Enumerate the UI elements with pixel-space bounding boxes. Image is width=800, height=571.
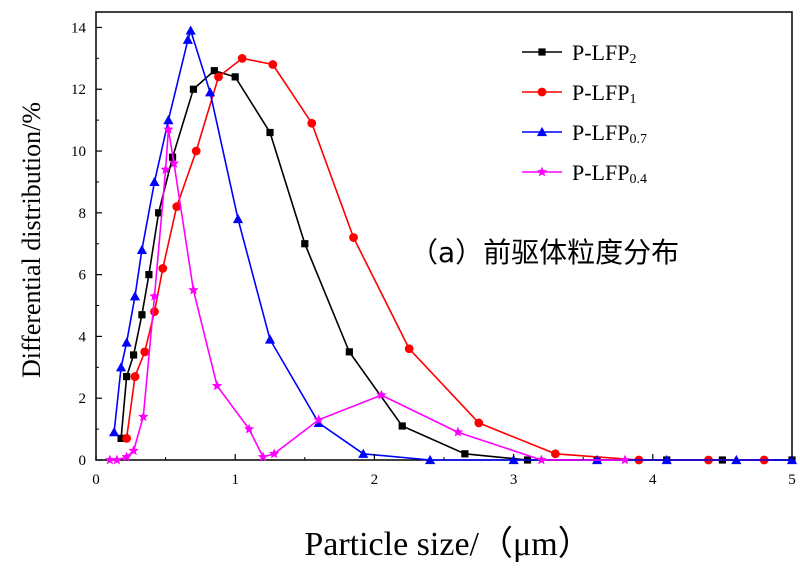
data-point [264,334,276,344]
data-point [149,290,160,301]
y-tick-label: 0 [79,453,87,469]
data-point [129,351,138,359]
data-point [731,454,742,465]
y-tick-label: 8 [79,206,87,222]
data-point [404,344,414,354]
legend-marker [536,166,548,177]
y-tick-label: 6 [79,268,87,284]
data-point [268,60,278,69]
x-tick-label: 5 [788,472,796,488]
data-point [121,337,132,347]
legend-label: P-LFP1 [572,80,636,107]
data-point [231,73,239,81]
legend-marker [536,126,548,137]
data-point [232,213,244,224]
data-point [345,348,353,356]
data-point [123,372,131,381]
data-point [550,449,560,459]
data-point [619,454,631,465]
legend: P-LFP2 P-LFP1 P-LFP0.7 P-LFP0.4 [522,40,647,187]
data-point [461,450,469,458]
data-point [130,372,140,381]
data-point [269,448,280,459]
data-point [158,264,168,273]
data-point [376,389,387,400]
data-point [214,72,223,82]
data-point [160,164,171,174]
data-point [188,284,199,295]
data-point [313,414,324,425]
data-point [121,451,132,462]
legend-label: P-LFP0.4 [572,160,647,187]
y-tick-label: 4 [79,329,87,345]
legend-marker [537,87,547,97]
x-tick-label: 3 [510,472,518,488]
data-point [155,209,163,217]
data-point [129,291,141,301]
data-point [122,433,132,443]
data-point [163,115,174,125]
series-p-lfp0-4 [104,124,631,465]
data-point [115,362,127,372]
x-tick-label: 4 [649,472,657,488]
x-tick-label: 1 [231,472,239,488]
y-tick-label: 2 [79,391,87,407]
data-point [168,157,180,168]
data-point [237,53,247,63]
x-tick-label: 2 [371,472,379,488]
data-point [257,451,269,462]
data-point [140,347,150,357]
data-point [349,233,358,242]
data-point [138,411,149,422]
data-point [111,454,123,465]
data-point [307,118,317,128]
data-point [163,124,174,134]
data-point [104,454,116,465]
x-axis-label: Particle size/（μm） [304,525,591,563]
data-point [210,67,218,75]
data-point [266,128,274,137]
data-point [358,448,369,458]
y-tick-label: 10 [71,144,86,160]
y-tick-label: 12 [71,82,86,98]
data-point [117,434,125,442]
y-axis-label: Differential distribution/% [17,102,46,378]
data-point [474,418,484,428]
data-point [205,87,216,97]
legend-item: P-LFP1 [522,80,636,107]
data-point [243,423,255,434]
data-point [182,34,193,44]
legend-label: P-LFP2 [572,40,636,67]
data-point [108,427,120,437]
data-point [191,146,201,156]
data-point [150,307,159,317]
data-point [424,454,436,465]
data-point [149,176,160,187]
legend-item: P-LFP0.4 [522,160,647,187]
data-point [138,311,146,319]
data-point [661,454,672,465]
y-tick-label: 14 [71,20,87,36]
chart-annotation: （a）前驱体粒度分布 [410,236,679,269]
data-point [172,202,182,212]
data-point [185,25,196,35]
legend-marker [538,48,546,56]
data-point [398,422,406,430]
data-point [136,244,148,254]
data-point [189,85,198,93]
legend-label: P-LFP0.7 [572,120,647,147]
legend-item: P-LFP0.7 [522,120,647,147]
data-point [536,454,547,465]
x-tick-label: 0 [92,472,100,488]
data-point [211,380,223,391]
data-point [452,426,464,437]
data-point [301,240,309,248]
data-point [313,417,324,428]
data-point [128,445,139,456]
legend-item: P-LFP2 [522,40,636,67]
data-point [145,271,153,279]
